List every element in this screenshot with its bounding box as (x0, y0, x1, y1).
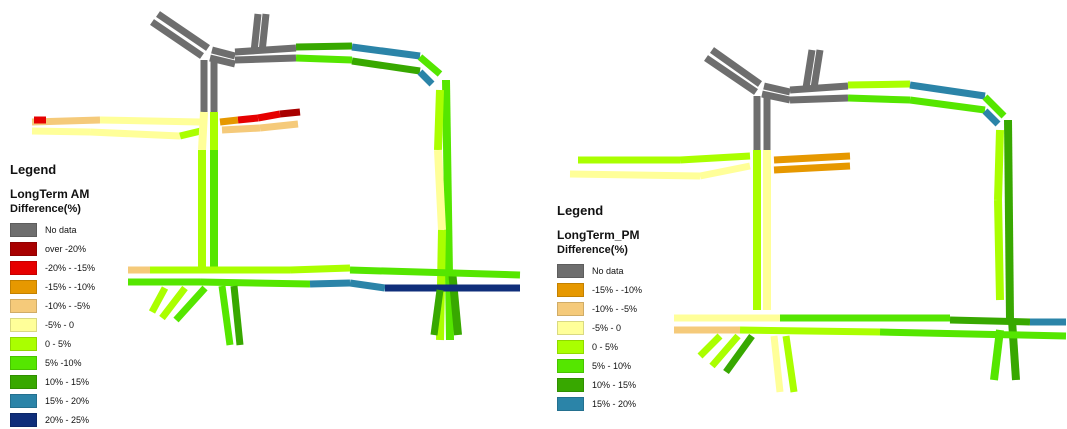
legend-label: -5% - 0 (45, 319, 75, 330)
legend-label: No data (592, 265, 624, 276)
legend-am-field: Difference(%) (10, 203, 81, 215)
pm-road-right (990, 119, 1020, 381)
road-network-maps (31, 11, 1067, 393)
legend-swatch (557, 377, 584, 392)
legend-am-item: 15% - 20% (10, 391, 95, 410)
legend-label: -15% - -10% (45, 281, 96, 292)
legend-am-items: No data over -20% -20% - -15% -15% - -10% -1… (10, 220, 95, 429)
legend-label: 15% - 20% (592, 398, 637, 409)
legend-label: 15% - 20% (45, 395, 90, 406)
legend-am-item: -15% - -10% (10, 277, 95, 296)
pm-road-east-stub (773, 152, 851, 174)
legend-swatch (10, 374, 37, 389)
pm-road-bottom (674, 314, 1067, 340)
legend-pm-item: 5% - 10% (557, 356, 642, 375)
legend-swatch (10, 222, 37, 237)
legend-label: 5% -10% (45, 357, 82, 368)
legend-label: -10% - -5% (592, 303, 638, 314)
legend-pm-item: -5% - 0 (557, 318, 642, 337)
legend-swatch (10, 241, 37, 256)
legend-swatch (557, 358, 584, 373)
legend-swatch (557, 396, 584, 411)
map-longterm-pm (569, 47, 1067, 393)
legend-pm-item: -15% - -10% (557, 280, 642, 299)
legend-swatch (10, 336, 37, 351)
legend-swatch (557, 282, 584, 297)
am-road-top (234, 42, 443, 87)
legend-pm-items: No data -15% - -10% -10% - -5% -5% - 0 0 - 5… (557, 261, 642, 413)
pm-road-southwest (697, 333, 798, 393)
legend-am-item: -10% - -5% (10, 296, 95, 315)
legend-label: -5% - 0 (592, 322, 622, 333)
legend-am-item: 5% -10% (10, 353, 95, 372)
legend-swatch (10, 355, 37, 370)
legend-am-item: -20% - -15% (10, 258, 95, 277)
am-road-west (31, 116, 206, 140)
legend-swatch (10, 298, 37, 313)
legend-swatch (557, 263, 584, 278)
am-road-nodata (150, 11, 270, 112)
legend-swatch (10, 393, 37, 408)
legend-swatch (10, 412, 37, 427)
legend-pm-item: 10% - 15% (557, 375, 642, 394)
legend-swatch (10, 260, 37, 275)
legend-label: 0 - 5% (45, 338, 72, 349)
am-road-east-stub (219, 108, 301, 134)
legend-am-item: 0 - 5% (10, 334, 95, 353)
legend-am-layer: LongTerm AM (10, 187, 90, 201)
pm-road-center (753, 150, 771, 310)
legend-label: 10% - 15% (45, 376, 90, 387)
legend-label: 0 - 5% (592, 341, 619, 352)
legend-pm-title: Legend (557, 203, 604, 218)
pm-road-west (569, 152, 751, 180)
legend-am-item: -5% - 0 (10, 315, 95, 334)
legend-swatch (10, 317, 37, 332)
legend-am-item: 20% - 25% (10, 410, 95, 429)
legend-pm-item: No data (557, 261, 642, 280)
legend-label: over -20% (45, 243, 87, 254)
pm-road-nodata (704, 47, 849, 150)
legend-am-item: No data (10, 220, 95, 239)
legend-swatch (557, 301, 584, 316)
legend-am-item: over -20% (10, 239, 95, 258)
legend-am-item: 10% - 15% (10, 372, 95, 391)
legend-pm-field: Difference(%) (557, 244, 628, 256)
legend-swatch (557, 339, 584, 354)
legend-label: -15% - -10% (592, 284, 643, 295)
legend-swatch (10, 279, 37, 294)
am-road-right (434, 79, 462, 341)
legend-label: 5% - 10% (592, 360, 632, 371)
legend-am: Legend LongTerm AM Difference(%) No data… (10, 162, 95, 429)
legend-pm: Legend LongTerm_PM Difference(%) No data… (557, 203, 642, 413)
legend-pm-item: -10% - -5% (557, 299, 642, 318)
am-road-center (198, 111, 218, 270)
legend-pm-item: 0 - 5% (557, 337, 642, 356)
legend-label: No data (45, 224, 77, 235)
map-longterm-am (31, 11, 521, 346)
pm-road-top (847, 80, 1007, 127)
legend-label: 10% - 15% (592, 379, 637, 390)
legend-pm-layer: LongTerm_PM (557, 228, 640, 242)
am-road-south-right (430, 289, 444, 336)
legend-pm-item: 15% - 20% (557, 394, 642, 413)
am-road-bottom (128, 264, 521, 292)
am-road-southwest (148, 285, 244, 346)
legend-label: 20% - 25% (45, 414, 90, 425)
legend-am-title: Legend (10, 162, 57, 177)
legend-label: -20% - -15% (45, 262, 96, 273)
legend-label: -10% - -5% (45, 300, 91, 311)
legend-swatch (557, 320, 584, 335)
